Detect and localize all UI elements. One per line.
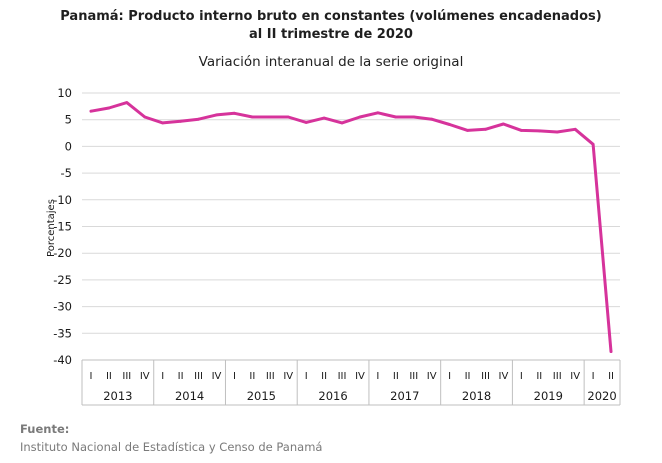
chart-subtitle: Variación interanual de la serie origina… — [198, 54, 464, 70]
x-tick-quarter: IV — [212, 371, 222, 382]
chart-title-line-2: al II trimestre de 2020 — [249, 27, 413, 42]
y-tick-label: -40 — [53, 353, 72, 367]
x-tick-year: 2016 — [318, 389, 347, 403]
data-point — [286, 115, 290, 119]
data-point — [340, 121, 344, 125]
x-tick-year: 2017 — [390, 389, 419, 403]
x-axis: I II III IV I II III IV I II III IV I II III IV I II III IV… — [81, 359, 621, 406]
x-tick-quarter: II — [249, 371, 255, 382]
data-point — [233, 111, 236, 115]
data-point — [107, 106, 111, 110]
x-tick-year: 2013 — [103, 389, 132, 403]
data-point — [448, 123, 452, 126]
x-tick-quarter: III — [338, 371, 347, 382]
data-point — [125, 101, 129, 105]
data-point — [555, 130, 559, 134]
x-tick-year: 2018 — [462, 389, 491, 403]
data-point — [322, 116, 326, 120]
x-tick-quarter: II — [106, 371, 112, 382]
y-tick-label: -25 — [53, 273, 72, 287]
data-point — [519, 128, 523, 132]
x-tick-quarter: II — [321, 371, 327, 382]
y-tick-label: -5 — [61, 166, 72, 180]
x-tick-quarter: II — [178, 371, 184, 382]
x-tick-quarter: I — [233, 371, 236, 382]
x-tick-quarter: III — [553, 371, 562, 382]
data-point — [250, 115, 254, 119]
y-tick-label: -35 — [53, 326, 72, 340]
data-point — [609, 350, 613, 353]
y-tick-label: -30 — [53, 300, 72, 314]
x-tick-year: 2014 — [175, 389, 204, 403]
x-tick-quarter: I — [161, 371, 164, 382]
data-point — [502, 122, 505, 126]
x-tick-quarter: IV — [570, 371, 580, 382]
x-tick-quarter: IV — [140, 371, 150, 382]
x-tick-quarter: II — [536, 371, 542, 382]
x-tick-quarter: IV — [427, 371, 437, 382]
x-tick-year: 2020 — [587, 389, 616, 403]
x-tick-quarter: II — [465, 371, 471, 382]
source-text: Instituto Nacional de Estadística y Cens… — [20, 440, 323, 454]
data-point — [89, 109, 93, 113]
y-tick-label: 5 — [65, 113, 72, 127]
x-tick-quarter: IV — [355, 371, 365, 382]
data-point — [358, 115, 362, 119]
x-tick-year: 2019 — [534, 389, 563, 403]
y-axis-label: Porcentajes — [46, 199, 57, 257]
x-tick-quarter: IV — [283, 371, 293, 382]
y-axis-ticks: 10 5 0 -5 -10 -15 -20 -25 -30 -35 -40 — [53, 86, 72, 367]
data-point — [484, 127, 487, 131]
x-tick-quarter: III — [266, 371, 275, 382]
data-point — [179, 119, 183, 123]
x-tick-quarter: I — [376, 371, 379, 382]
data-point — [430, 117, 434, 121]
y-tick-label: -10 — [53, 193, 72, 207]
x-tick-quarter: I — [89, 371, 92, 382]
x-tick-quarter: III — [194, 371, 203, 382]
series-pib — [89, 101, 613, 353]
x-tick-quarter: I — [448, 371, 451, 382]
gridlines — [82, 92, 620, 361]
data-point — [304, 120, 308, 124]
data-point — [215, 113, 218, 117]
x-tick-quarter: IV — [499, 371, 509, 382]
y-tick-label: -20 — [53, 246, 72, 260]
x-tick-quarter: II — [393, 371, 399, 382]
data-point — [537, 129, 541, 133]
x-tick-year: 2015 — [247, 389, 276, 403]
data-point — [466, 128, 469, 132]
x-tick-quarter: III — [409, 371, 418, 382]
data-point — [376, 111, 380, 115]
data-point — [394, 115, 398, 119]
data-point — [591, 142, 595, 146]
data-point — [412, 115, 416, 119]
data-point — [161, 121, 165, 125]
data-point — [573, 127, 577, 131]
chart-title-line-1: Panamá: Producto interno bruto en consta… — [60, 9, 602, 24]
x-tick-quarter: III — [481, 371, 490, 382]
x-tick-quarter: II — [608, 371, 614, 382]
x-tick-quarter: I — [520, 371, 523, 382]
series-line — [89, 101, 613, 353]
x-tick-quarter: I — [305, 371, 308, 382]
source-label: Fuente: — [20, 422, 70, 436]
data-point — [268, 115, 272, 119]
y-tick-label: 0 — [65, 139, 72, 153]
x-tick-quarter: I — [592, 371, 595, 382]
y-tick-label: 10 — [57, 86, 72, 100]
data-point — [197, 117, 200, 121]
x-tick-quarter: III — [122, 371, 131, 382]
data-point — [143, 115, 147, 119]
y-tick-label: -15 — [53, 220, 72, 234]
